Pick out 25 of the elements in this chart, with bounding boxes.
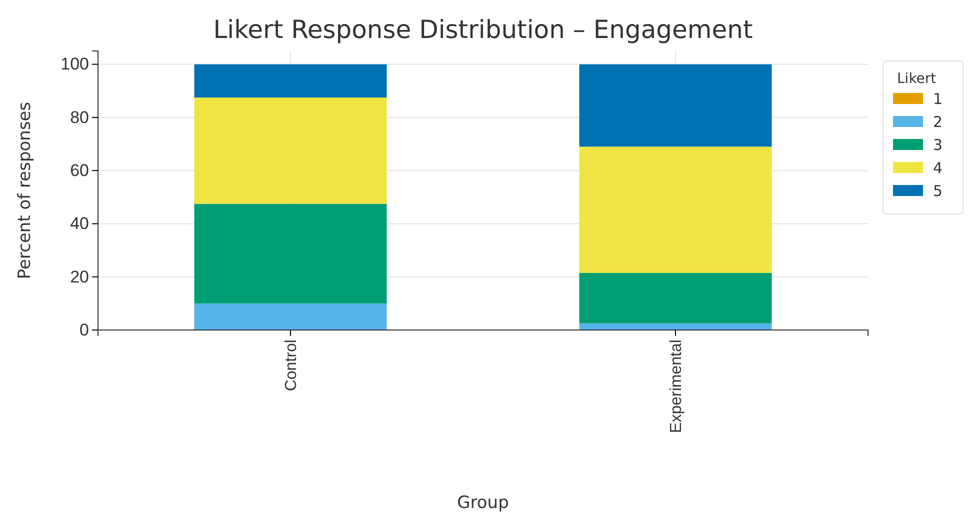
y-tick-label: 100 (60, 54, 89, 74)
x-axis-title: Group (457, 493, 509, 513)
y-axis-title: Percent of responses (15, 102, 35, 280)
bar (194, 303, 387, 330)
y-tick-label: 60 (70, 161, 89, 180)
bar (579, 64, 772, 147)
y-tick-label: 0 (80, 320, 89, 340)
legend-label: 4 (933, 159, 943, 177)
x-tick-label: Control (283, 340, 300, 392)
y-tick-label: 80 (70, 108, 89, 127)
bar (579, 323, 772, 330)
y-tick-label: 20 (70, 267, 89, 286)
bar (579, 146, 772, 273)
legend-label: 5 (933, 182, 943, 200)
bar (194, 64, 387, 98)
bar (194, 204, 387, 304)
y-tick-label: 40 (70, 214, 89, 234)
legend-title: Likert (897, 71, 937, 87)
bar (579, 272, 772, 324)
legend-label: 2 (933, 113, 943, 131)
legend-label: 1 (933, 90, 943, 108)
bar (194, 98, 387, 204)
chart-title: Likert Response Distribution – Engagement (213, 15, 753, 44)
x-tick-label: Experimental (668, 340, 686, 433)
legend-label: 3 (933, 136, 943, 154)
